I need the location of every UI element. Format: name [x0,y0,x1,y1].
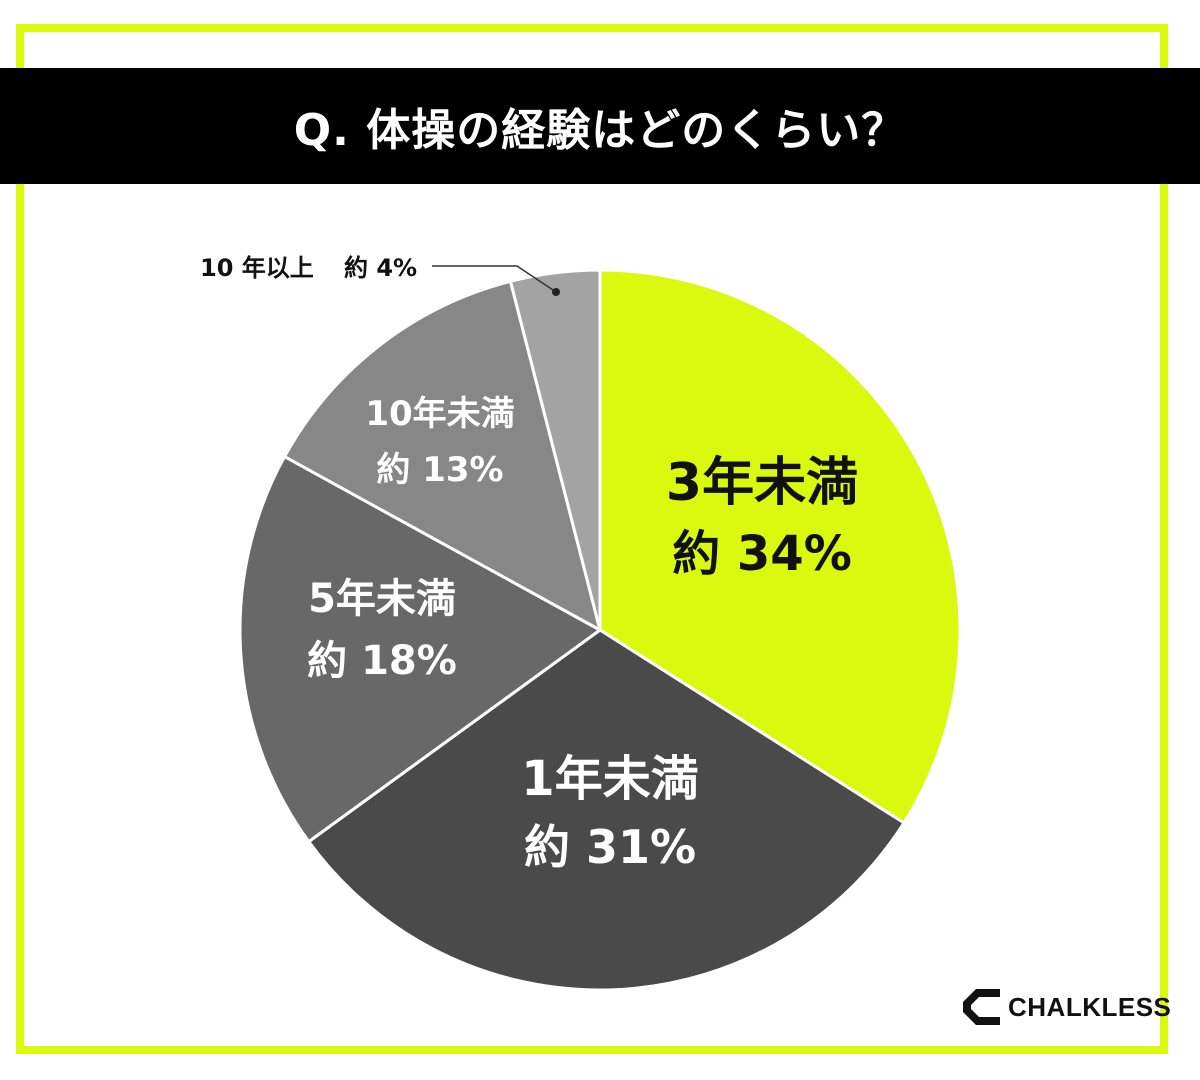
title-bar: Q. 体操の経験はどのくらい？ [0,68,1200,184]
pie-slice [306,628,907,992]
slice-label: 10年未満 [365,394,514,434]
slice-value-label: 約 18% [307,638,457,684]
chart-title: Q. 体操の経験はどのくらい？ [293,105,907,156]
callout-leader-line [432,265,557,293]
brand-logo: CHALKLESS [960,986,1171,1028]
slice-value-label: 約 31% [524,820,696,874]
callout-value-label: 約 4% [344,254,417,282]
slice-value-label: 約 34% [672,526,852,582]
callout-dot [552,288,560,296]
pie-slice [238,454,603,844]
chalkless-c-icon [963,989,1000,1025]
slice-label: 5年未満 [308,576,456,622]
chart-frame [16,24,1168,1054]
slice-label: 3年未満 [666,453,858,513]
pie-slice [598,268,962,825]
slice-label: 1年未満 [521,751,698,807]
pie-slice [508,268,602,631]
callout-label: 10 年以上 [200,254,314,282]
slice-value-label: 約 13% [376,450,503,490]
brand-logo-text: CHALKLESS [1008,991,1172,1022]
pie-slice [282,279,603,633]
